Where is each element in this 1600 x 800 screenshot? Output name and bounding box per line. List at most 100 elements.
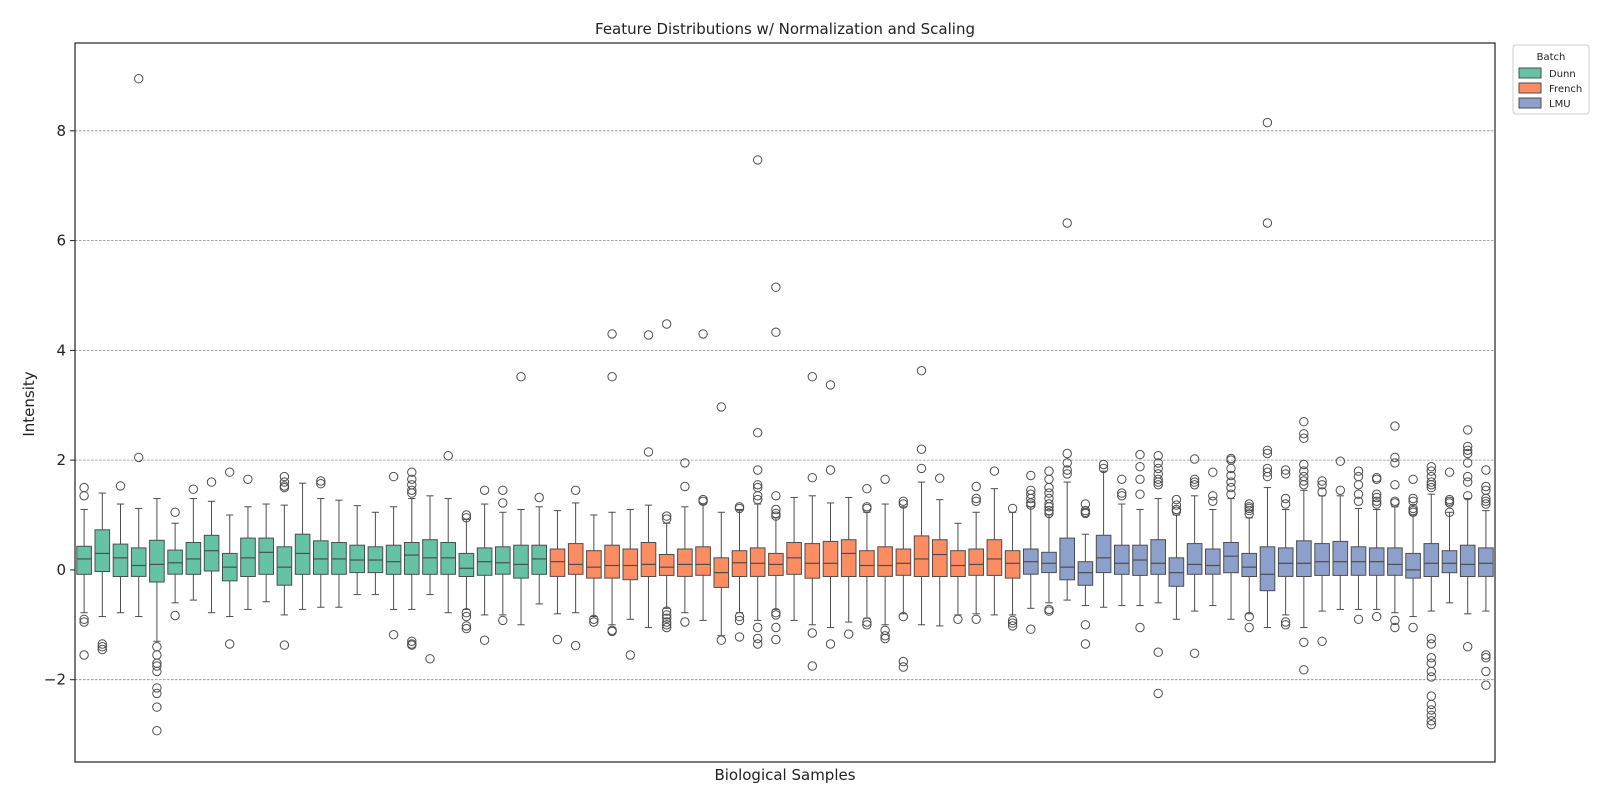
outlier-point xyxy=(1408,493,1418,504)
box xyxy=(1405,552,1421,579)
box xyxy=(1223,542,1239,574)
outlier-point xyxy=(734,611,745,622)
outlier-point xyxy=(680,481,690,492)
outlier-point xyxy=(1098,459,1109,470)
outlier-point xyxy=(898,656,908,667)
box xyxy=(94,529,111,572)
outlier-point xyxy=(1098,463,1109,474)
outlier-point xyxy=(1135,449,1145,460)
outlier-point xyxy=(1299,476,1309,486)
outlier-point xyxy=(152,661,162,671)
outlier-point xyxy=(1153,647,1163,657)
outlier-point xyxy=(753,491,763,501)
outlier-point xyxy=(1390,480,1400,490)
box xyxy=(840,539,857,578)
outlier-point xyxy=(1262,218,1273,228)
outlier-point xyxy=(1426,666,1437,677)
box-group xyxy=(167,507,183,621)
box xyxy=(1296,540,1312,577)
outlier-point xyxy=(825,465,836,475)
outlier-point xyxy=(1280,617,1291,627)
outlier-point xyxy=(680,458,690,468)
box-group xyxy=(94,492,111,655)
box xyxy=(531,544,548,575)
box-group xyxy=(1387,421,1403,633)
y-tick-label: 4 xyxy=(56,341,66,359)
box-group xyxy=(1114,474,1130,607)
box-group xyxy=(713,402,730,645)
box xyxy=(1259,546,1276,592)
outlier-point xyxy=(607,329,617,339)
outlier-point xyxy=(498,615,508,626)
outlier-point xyxy=(862,484,872,494)
box-group xyxy=(458,510,475,634)
box xyxy=(385,544,402,575)
box-group xyxy=(749,155,766,649)
box xyxy=(804,543,821,579)
outlier-point xyxy=(1171,494,1182,505)
outlier-point xyxy=(461,611,472,622)
outlier-point xyxy=(643,330,654,340)
box xyxy=(313,540,329,575)
box-group xyxy=(130,74,147,618)
outlier-point xyxy=(1262,117,1273,128)
outlier-point xyxy=(1262,471,1273,482)
box-group xyxy=(149,498,165,736)
outlier-point xyxy=(1463,425,1473,435)
outlier-point xyxy=(1135,474,1145,484)
outlier-point xyxy=(1280,469,1291,479)
outlier-point xyxy=(79,491,89,501)
outlier-point xyxy=(898,499,908,509)
y-tick-label: 2 xyxy=(56,451,66,469)
outlier-point xyxy=(1135,622,1145,633)
outlier-point xyxy=(807,628,817,638)
outlier-point xyxy=(1153,451,1163,461)
y-tick-label: 8 xyxy=(56,122,66,140)
outlier-point xyxy=(1426,653,1437,663)
box xyxy=(1387,547,1403,576)
outlier-point xyxy=(1390,458,1400,468)
legend-label: LMU xyxy=(1549,99,1571,110)
outlier-point xyxy=(1426,705,1437,715)
outlier-point xyxy=(916,463,927,474)
box xyxy=(1205,548,1221,575)
box-group xyxy=(604,329,620,637)
outlier-point xyxy=(1044,482,1054,493)
box xyxy=(986,539,1003,576)
box-group xyxy=(422,495,438,664)
outlier-point xyxy=(1135,489,1145,499)
outlier-point xyxy=(1481,499,1491,509)
outlier-point xyxy=(79,650,89,660)
outlier-point xyxy=(716,635,726,645)
outlier-point xyxy=(1426,716,1437,726)
outlier-point xyxy=(662,620,672,630)
outlier-point xyxy=(1408,622,1418,633)
outlier-point xyxy=(225,639,235,649)
outlier-point xyxy=(1390,421,1400,431)
outlier-point xyxy=(971,493,981,504)
chart-title: Feature Distributions w/ Normalization a… xyxy=(595,20,975,38)
outlier-point xyxy=(753,428,763,438)
box-group xyxy=(1077,499,1094,649)
outlier-point xyxy=(716,402,726,412)
box-group xyxy=(622,509,639,660)
box xyxy=(1277,547,1294,577)
outlier-point xyxy=(1335,456,1346,466)
outlier-point xyxy=(916,366,927,376)
box xyxy=(877,546,893,577)
outlier-point xyxy=(97,642,108,652)
box xyxy=(822,540,839,578)
outlier-point xyxy=(1189,480,1200,490)
outlier-point xyxy=(1426,462,1437,472)
outlier-point xyxy=(1299,665,1309,675)
outlier-point xyxy=(1299,429,1309,439)
box-group xyxy=(1059,218,1076,601)
outlier-point xyxy=(1317,487,1327,497)
outlier-point xyxy=(1444,467,1455,477)
box xyxy=(495,546,511,575)
outlier-point xyxy=(1353,496,1364,506)
y-tick-label: 6 xyxy=(56,232,66,250)
box xyxy=(567,543,584,575)
outlier-point xyxy=(734,615,745,626)
box xyxy=(1059,537,1076,581)
